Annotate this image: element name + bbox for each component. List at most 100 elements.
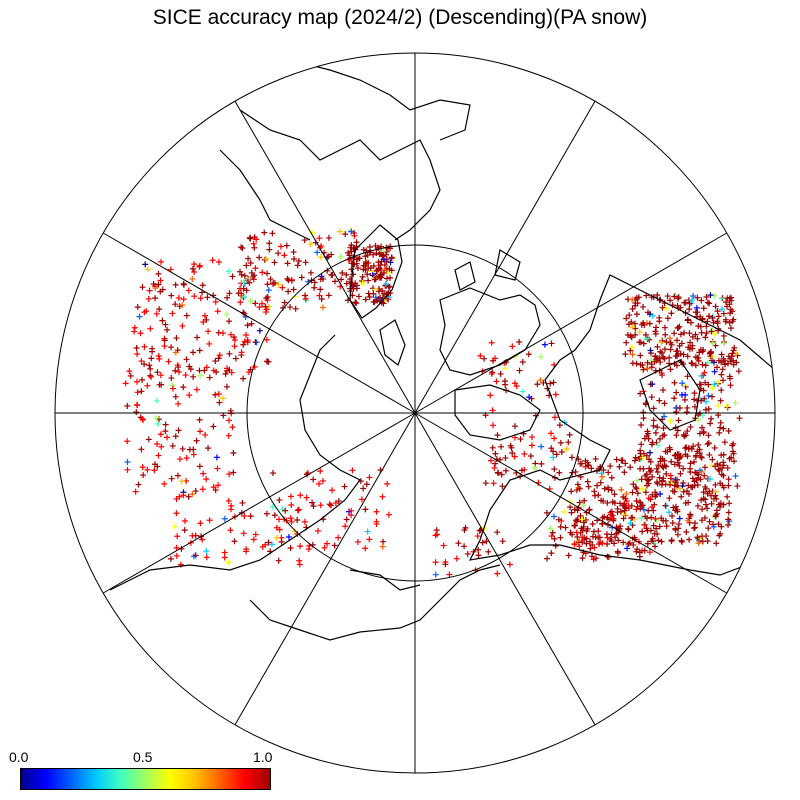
accuracy-marker: [622, 505, 629, 512]
accuracy-marker: [713, 495, 720, 502]
accuracy-marker: [730, 347, 737, 354]
accuracy-marker: [702, 379, 709, 386]
accuracy-marker: [543, 509, 550, 516]
accuracy-marker: [384, 480, 391, 487]
accuracy-marker: [703, 330, 710, 337]
accuracy-marker: [705, 432, 712, 439]
accuracy-marker: [240, 375, 247, 382]
accuracy-marker: [640, 506, 647, 513]
accuracy-marker: [637, 390, 644, 397]
accuracy-marker: [155, 270, 162, 277]
accuracy-marker: [629, 514, 636, 521]
accuracy-marker: [715, 521, 722, 528]
accuracy-marker: [566, 431, 573, 438]
accuracy-marker: [692, 362, 699, 369]
accuracy-marker: [337, 253, 344, 260]
accuracy-marker: [268, 541, 275, 548]
accuracy-marker: [281, 252, 288, 259]
accuracy-marker: [650, 405, 657, 412]
accuracy-marker: [597, 539, 604, 546]
accuracy-marker: [212, 358, 219, 365]
accuracy-marker: [231, 336, 238, 343]
accuracy-marker: [708, 492, 715, 499]
accuracy-marker: [640, 409, 647, 416]
accuracy-marker: [492, 450, 499, 457]
accuracy-marker: [531, 464, 538, 471]
accuracy-marker: [654, 292, 661, 299]
accuracy-marker: [573, 518, 580, 525]
accuracy-marker: [677, 470, 684, 477]
accuracy-marker: [663, 339, 670, 346]
accuracy-marker: [659, 477, 666, 484]
accuracy-marker: [708, 500, 715, 507]
accuracy-marker: [139, 376, 146, 383]
accuracy-marker: [519, 388, 526, 395]
accuracy-marker: [689, 297, 696, 304]
north-europe-coastline: [289, 59, 471, 141]
accuracy-marker: [620, 539, 627, 546]
accuracy-marker: [551, 466, 558, 473]
accuracy-marker: [528, 434, 535, 441]
accuracy-marker: [573, 529, 580, 536]
accuracy-marker: [719, 366, 726, 373]
accuracy-marker: [675, 525, 682, 532]
accuracy-marker: [235, 290, 242, 297]
accuracy-marker: [687, 339, 694, 346]
accuracy-marker: [710, 354, 717, 361]
accuracy-marker: [230, 334, 237, 341]
accuracy-marker: [589, 520, 596, 527]
accuracy-marker: [371, 276, 378, 283]
accuracy-marker: [712, 513, 719, 520]
accuracy-marker: [627, 347, 634, 354]
accuracy-marker: [714, 378, 721, 385]
accuracy-marker: [653, 465, 660, 472]
accuracy-marker: [250, 240, 257, 247]
accuracy-marker: [659, 432, 666, 439]
accuracy-marker: [689, 360, 696, 367]
accuracy-marker: [707, 420, 714, 427]
accuracy-marker: [284, 275, 291, 282]
accuracy-marker: [314, 249, 321, 256]
accuracy-marker: [219, 395, 226, 402]
accuracy-marker: [379, 493, 386, 500]
accuracy-marker: [157, 372, 164, 379]
accuracy-marker: [691, 525, 698, 532]
accuracy-marker: [553, 451, 560, 458]
accuracy-marker: [638, 441, 645, 448]
accuracy-marker: [301, 518, 308, 525]
accuracy-marker: [279, 506, 286, 513]
accuracy-marker: [633, 485, 640, 492]
accuracy-marker: [285, 277, 292, 284]
accuracy-marker: [716, 429, 723, 436]
accuracy-marker: [511, 380, 518, 387]
accuracy-marker: [658, 339, 665, 346]
accuracy-marker: [699, 538, 706, 545]
accuracy-marker: [656, 435, 663, 442]
accuracy-marker: [671, 293, 678, 300]
accuracy-marker: [674, 427, 681, 434]
hudson-bay-coastline: [639, 359, 701, 431]
accuracy-marker: [643, 482, 650, 489]
accuracy-marker: [608, 474, 615, 481]
accuracy-marker: [643, 476, 650, 483]
accuracy-marker: [590, 528, 597, 535]
accuracy-marker: [583, 540, 590, 547]
accuracy-marker: [283, 242, 290, 249]
accuracy-marker: [698, 297, 705, 304]
accuracy-marker: [247, 298, 254, 305]
accuracy-marker: [279, 284, 286, 291]
accuracy-marker: [303, 494, 310, 501]
accuracy-marker: [648, 361, 655, 368]
accuracy-marker: [725, 482, 732, 489]
accuracy-marker: [230, 469, 237, 476]
accuracy-marker: [239, 499, 246, 506]
accuracy-marker: [364, 528, 371, 535]
accuracy-marker: [605, 469, 612, 476]
accuracy-marker: [317, 286, 324, 293]
accuracy-marker: [263, 336, 270, 343]
accuracy-marker: [548, 340, 555, 347]
accuracy-marker: [281, 299, 288, 306]
accuracy-marker: [667, 366, 674, 373]
accuracy-marker: [285, 288, 292, 295]
accuracy-marker: [725, 427, 732, 434]
